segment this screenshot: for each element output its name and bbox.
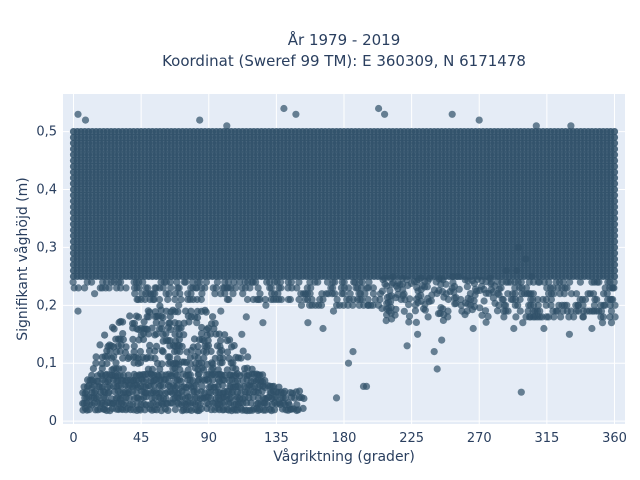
data-point — [295, 279, 302, 286]
data-point — [244, 353, 251, 360]
data-point — [92, 360, 99, 367]
data-point — [314, 279, 321, 286]
data-point — [331, 279, 338, 286]
data-point — [563, 302, 570, 309]
data-point — [485, 313, 492, 320]
data-point — [93, 353, 100, 360]
data-point — [203, 279, 210, 286]
data-point — [413, 319, 420, 326]
data-point — [209, 313, 216, 320]
data-point — [426, 275, 433, 282]
data-point — [117, 279, 124, 286]
data-point — [122, 284, 129, 291]
data-point — [164, 407, 171, 414]
data-point — [406, 313, 413, 320]
data-point — [123, 343, 130, 350]
data-point — [214, 279, 221, 286]
data-point — [225, 296, 232, 303]
data-point — [341, 279, 348, 286]
data-point — [174, 308, 181, 315]
data-point — [512, 313, 519, 320]
data-point — [595, 279, 602, 286]
data-point — [96, 341, 103, 348]
data-point — [119, 330, 126, 337]
data-point — [111, 325, 118, 332]
data-point — [70, 279, 77, 286]
data-point — [577, 279, 584, 286]
data-point — [88, 279, 95, 286]
data-point — [120, 365, 127, 372]
data-point — [176, 284, 183, 291]
data-point — [226, 336, 233, 343]
data-point — [390, 273, 397, 280]
data-point — [208, 348, 215, 355]
data-point — [518, 279, 525, 286]
data-point — [75, 284, 82, 291]
data-point — [158, 360, 165, 367]
data-point — [278, 296, 285, 303]
data-point — [406, 295, 413, 302]
data-point — [205, 337, 212, 344]
data-point — [131, 343, 138, 350]
data-point — [442, 281, 449, 288]
data-point — [505, 308, 512, 315]
data-point — [126, 312, 133, 319]
data-point — [167, 279, 174, 286]
data-point — [566, 279, 573, 286]
data-point — [119, 318, 126, 325]
data-point — [101, 332, 108, 339]
data-point — [180, 331, 187, 338]
data-point — [219, 354, 226, 361]
data-point — [240, 348, 247, 355]
data-point — [530, 290, 537, 297]
data-point — [365, 279, 372, 286]
data-point — [444, 308, 451, 315]
data-point — [256, 290, 263, 297]
data-point — [481, 297, 488, 304]
data-point — [156, 296, 163, 303]
data-point — [135, 314, 142, 321]
data-point — [160, 348, 167, 355]
data-point — [179, 343, 186, 350]
data-point — [231, 342, 238, 349]
data-point — [160, 314, 167, 321]
data-point — [212, 320, 219, 327]
data-point — [456, 286, 463, 293]
data-point — [166, 353, 173, 360]
data-point — [517, 308, 524, 315]
data-point — [611, 128, 618, 135]
data-point — [103, 360, 110, 367]
data-point — [194, 343, 201, 350]
data-point — [146, 342, 153, 349]
data-point — [203, 309, 210, 316]
data-point — [237, 355, 244, 362]
data-point — [359, 279, 366, 286]
data-point — [277, 279, 284, 286]
data-point — [288, 279, 295, 286]
data-point — [182, 279, 189, 286]
data-point — [392, 306, 399, 313]
data-point — [370, 284, 377, 291]
data-point — [217, 337, 224, 344]
